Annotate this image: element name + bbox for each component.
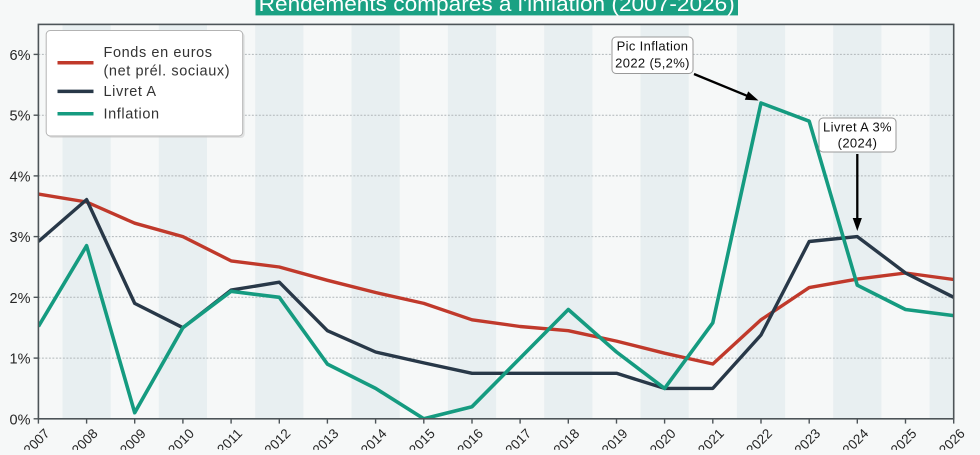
svg-text:2022: 2022 [743, 426, 775, 450]
svg-text:(net prél. sociaux): (net prél. sociaux) [104, 64, 231, 80]
svg-text:2%: 2% [10, 291, 31, 307]
svg-text:6%: 6% [10, 48, 31, 64]
svg-text:2010: 2010 [165, 426, 197, 450]
svg-text:2022 (5,2%): 2022 (5,2%) [615, 55, 690, 70]
svg-text:3%: 3% [10, 230, 31, 246]
svg-text:(2024): (2024) [838, 136, 878, 151]
svg-text:2007: 2007 [21, 426, 53, 450]
svg-text:2025: 2025 [888, 426, 920, 450]
svg-text:2018: 2018 [551, 426, 583, 450]
svg-text:2017: 2017 [502, 426, 534, 450]
svg-text:2021: 2021 [695, 426, 727, 450]
svg-text:4%: 4% [10, 170, 31, 186]
svg-text:2015: 2015 [406, 426, 438, 450]
svg-text:2008: 2008 [69, 426, 101, 450]
svg-text:Fonds en euros: Fonds en euros [104, 45, 213, 61]
svg-text:2024: 2024 [840, 425, 872, 450]
svg-text:2014: 2014 [358, 425, 390, 450]
svg-text:Inflation: Inflation [104, 107, 160, 123]
svg-text:1%: 1% [10, 352, 31, 368]
svg-text:Rendements comparés à l'inflat: Rendements comparés à l'inflation (2007-… [259, 0, 735, 16]
svg-text:2019: 2019 [599, 426, 631, 450]
svg-text:2023: 2023 [791, 426, 823, 450]
svg-text:2016: 2016 [454, 426, 486, 450]
svg-text:2026: 2026 [936, 426, 968, 450]
svg-text:Livret A 3%: Livret A 3% [823, 120, 892, 135]
svg-text:2011: 2011 [214, 426, 245, 450]
svg-text:Livret A: Livret A [104, 84, 157, 100]
svg-text:2020: 2020 [647, 426, 679, 450]
svg-text:5%: 5% [10, 109, 31, 125]
svg-text:2012: 2012 [262, 426, 294, 450]
svg-text:0%: 0% [10, 412, 31, 428]
svg-text:2013: 2013 [310, 426, 342, 450]
svg-text:Pic Inflation: Pic Inflation [617, 39, 689, 54]
svg-text:2009: 2009 [117, 426, 149, 450]
